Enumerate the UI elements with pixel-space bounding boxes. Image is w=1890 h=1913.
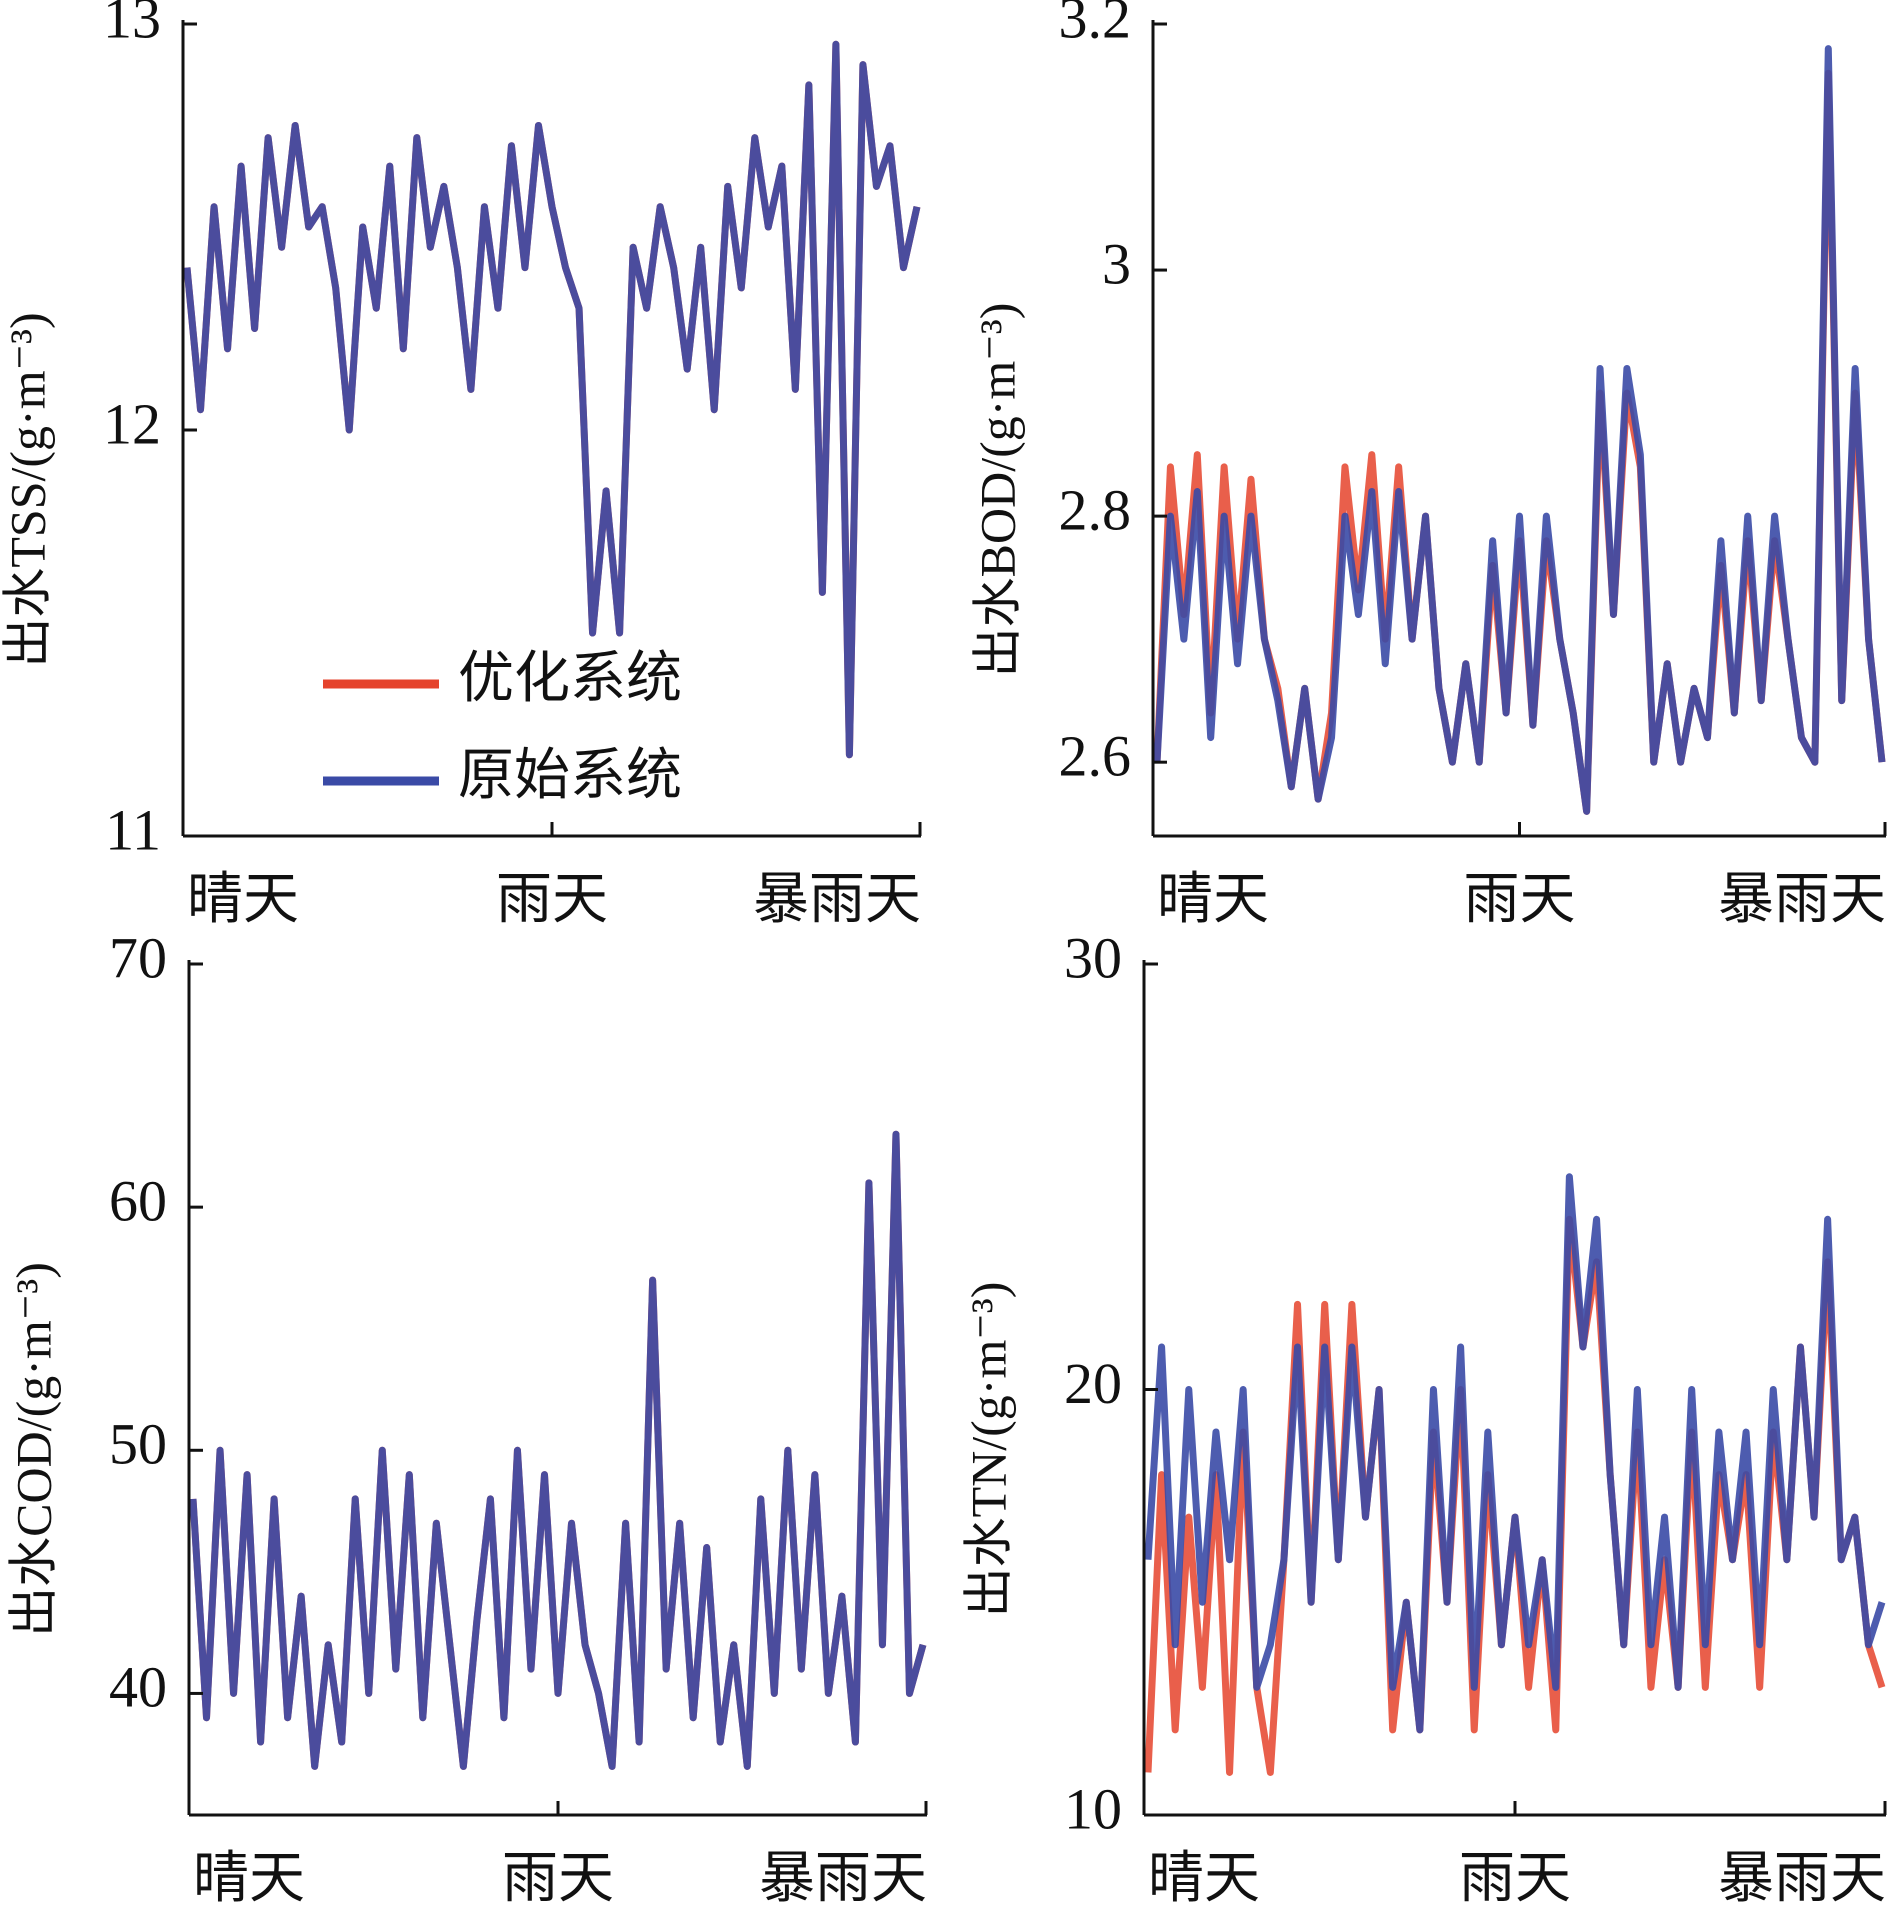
legend-label: 优化系统 — [458, 648, 682, 710]
x-category-label: 晴天 — [187, 869, 299, 931]
x-category-label: 雨天 — [1459, 1848, 1571, 1910]
x-category-label: 暴雨天 — [1718, 1848, 1886, 1910]
y-axis-label: 出水TSS/(g·m⁻³) — [0, 312, 55, 667]
series-line — [189, 1130, 927, 1770]
y-tick-label: 2.6 — [1059, 723, 1132, 788]
y-tick-label: 3 — [1102, 231, 1131, 296]
y-tick-label: 13 — [103, 0, 161, 50]
series-line — [183, 40, 921, 759]
x-category-label: 暴雨天 — [1718, 869, 1886, 931]
y-tick-label: 70 — [109, 925, 167, 990]
y-tick-label: 3.2 — [1059, 0, 1132, 50]
y-axis-label: 出水COD/(g·m⁻³) — [5, 1262, 61, 1637]
y-tick-label: 12 — [103, 391, 161, 456]
series-line — [1153, 69, 1886, 815]
y-axis-label: 出水BOD/(g·m⁻³) — [969, 303, 1025, 678]
y-tick-label: 11 — [105, 797, 161, 862]
y-tick-label: 40 — [109, 1655, 167, 1720]
y-tick-label: 10 — [1064, 1776, 1122, 1841]
x-category-label: 雨天 — [496, 869, 608, 931]
y-tick-label: 20 — [1064, 1351, 1122, 1416]
legend-label: 原始系统 — [458, 745, 682, 807]
y-tick-label: 2.8 — [1059, 477, 1132, 542]
series-line — [1153, 45, 1886, 815]
y-axis-label: 出水TN/(g·m⁻³) — [960, 1282, 1016, 1618]
x-category-label: 暴雨天 — [759, 1848, 927, 1910]
x-category-label: 晴天 — [1157, 869, 1269, 931]
x-category-label: 雨天 — [1464, 869, 1576, 931]
x-category-label: 暴雨天 — [753, 869, 921, 931]
x-category-label: 雨天 — [502, 1848, 614, 1910]
series-line — [1144, 1173, 1886, 1734]
y-tick-label: 50 — [109, 1412, 167, 1477]
x-category-label: 晴天 — [1148, 1848, 1260, 1910]
y-tick-label: 30 — [1064, 925, 1122, 990]
x-category-label: 晴天 — [193, 1848, 305, 1910]
y-tick-label: 60 — [109, 1168, 167, 1233]
